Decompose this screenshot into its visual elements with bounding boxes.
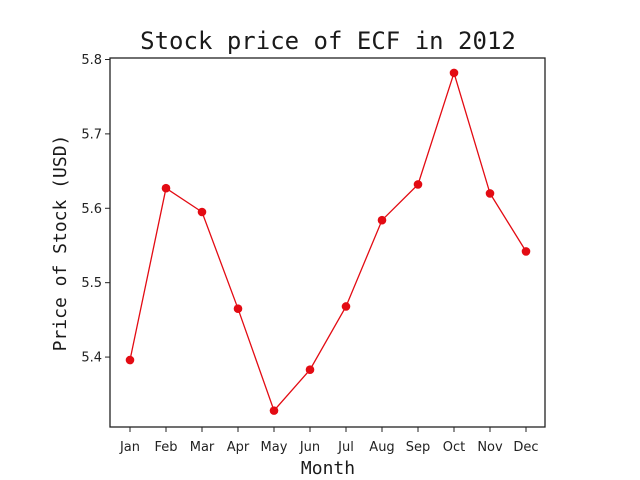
y-tick-label-2: 5.6 — [81, 202, 102, 217]
x-tick-label-sep: Sep — [406, 440, 431, 455]
x-tick-label-apr: Apr — [227, 440, 250, 455]
y-tick-label-3: 5.7 — [81, 127, 102, 142]
y-tick-label-4: 5.8 — [81, 53, 102, 68]
x-tick-label-jan: Jan — [119, 440, 140, 455]
x-tick-label-dec: Dec — [513, 440, 538, 455]
data-point-jul — [341, 302, 351, 311]
series-line — [129, 70, 527, 412]
x-axis-label: Month — [301, 458, 355, 479]
data-point-oct — [449, 68, 459, 78]
y-axis-label: Price of Stock (USD) — [50, 135, 71, 352]
data-point-sep — [413, 180, 423, 189]
plot-frame — [109, 57, 546, 428]
x-tick-label-jun: Jun — [299, 440, 320, 455]
data-point-dec — [521, 247, 531, 256]
data-point-may — [269, 406, 279, 415]
data-point-aug — [377, 215, 387, 225]
data-point-feb — [161, 183, 171, 193]
x-tick-label-aug: Aug — [369, 440, 394, 455]
x-axis: Jan Feb Mar Apr May Jun Jul Aug Sep Oct Nov Dec — [119, 427, 539, 455]
data-point-jun — [305, 365, 315, 375]
chart-title: Stock price of ECF in 2012 — [140, 27, 516, 55]
y-tick-label-1: 5.5 — [81, 276, 102, 291]
data-points — [125, 68, 531, 415]
data-point-apr — [233, 304, 243, 314]
data-point-jan — [125, 355, 135, 365]
data-point-mar — [197, 207, 207, 217]
x-tick-label-oct: Oct — [443, 440, 465, 455]
x-tick-label-feb: Feb — [154, 440, 177, 455]
x-tick-label-mar: Mar — [190, 440, 215, 455]
y-axis: 5.4 5.5 5.6 5.7 5.8 — [81, 53, 110, 366]
data-point-nov — [485, 189, 495, 198]
x-tick-label-nov: Nov — [477, 440, 503, 455]
x-tick-label-may: May — [261, 440, 288, 455]
x-tick-label-jul: Jul — [337, 440, 354, 455]
y-tick-label-0: 5.4 — [81, 351, 102, 366]
